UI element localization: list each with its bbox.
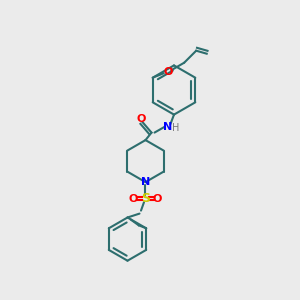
Text: O: O (163, 67, 172, 77)
Text: N: N (141, 177, 150, 187)
Text: O: O (153, 194, 162, 204)
Text: N: N (164, 122, 172, 132)
Text: H: H (172, 123, 179, 133)
Text: O: O (136, 113, 146, 124)
Text: S: S (141, 192, 150, 205)
Text: O: O (129, 194, 138, 204)
